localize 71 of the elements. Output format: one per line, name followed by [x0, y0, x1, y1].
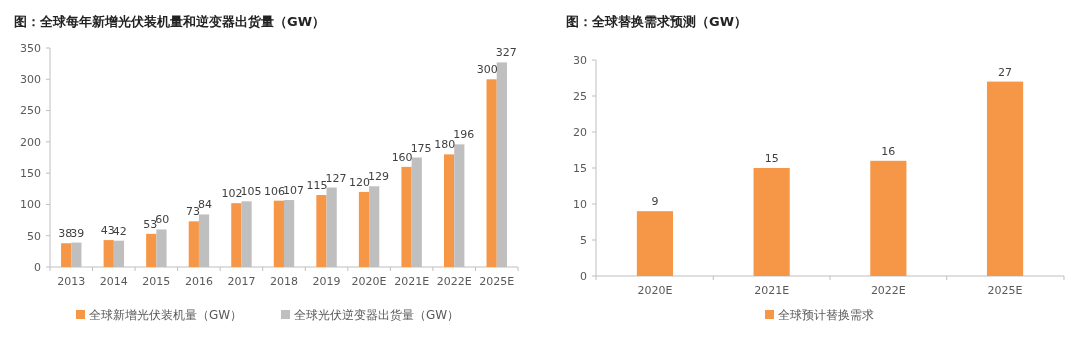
data-label: 43: [100, 224, 115, 238]
chart-title: 图：全球替换需求预测（GW）: [566, 14, 748, 29]
y-tick-label: 0: [580, 269, 587, 283]
chart-title: 图：全球每年新增光伏装机量和逆变器出货量（GW）: [14, 14, 326, 29]
data-label: 300: [476, 63, 498, 77]
y-tick-label: 150: [20, 166, 41, 180]
bar: [870, 160, 907, 276]
x-tick-label: 2014: [99, 275, 128, 288]
bar: [486, 79, 497, 267]
data-label: 9: [651, 195, 659, 209]
y-tick-label: 20: [573, 125, 587, 139]
x-tick-label: 2015: [142, 275, 171, 288]
bar: [61, 243, 72, 267]
legend-label: 全球预计替换需求: [778, 308, 874, 322]
x-tick-label: 2020E: [637, 284, 673, 297]
data-label: 39: [70, 226, 85, 240]
y-tick-label: 15: [573, 161, 587, 175]
bar: [986, 81, 1024, 276]
data-label: 180: [434, 138, 456, 152]
data-label: 127: [325, 171, 347, 185]
bar: [753, 168, 790, 276]
y-tick-label: 5: [580, 233, 587, 247]
y-tick-label: 25: [573, 89, 587, 103]
data-label: 129: [368, 170, 390, 184]
bar: [103, 240, 114, 267]
bar: [188, 221, 199, 267]
bar: [636, 211, 674, 276]
data-label: 115: [306, 179, 328, 193]
data-label: 16: [881, 144, 896, 158]
x-tick-label: 2018: [270, 275, 298, 288]
x-tick-label: 2021E: [394, 275, 430, 288]
y-tick-label: 250: [20, 104, 41, 118]
data-label: 73: [185, 205, 200, 219]
x-tick-label: 2025E: [479, 275, 515, 288]
x-tick-label: 2020E: [351, 275, 387, 288]
data-label: 120: [349, 175, 371, 189]
x-tick-label: 2016: [184, 275, 213, 288]
y-tick-label: 200: [20, 135, 41, 149]
x-tick-label: 2022E: [870, 284, 906, 297]
data-label: 102: [221, 187, 243, 201]
y-tick-label: 300: [20, 73, 41, 87]
bar: [443, 154, 455, 267]
data-label: 106: [264, 184, 285, 198]
x-tick-label: 2017: [227, 275, 256, 288]
y-tick-label: 50: [27, 229, 41, 243]
data-label: 107: [283, 184, 304, 198]
data-label: 42: [112, 224, 127, 238]
y-tick-label: 100: [20, 198, 41, 212]
bar: [401, 166, 412, 267]
bar: [146, 233, 157, 267]
x-tick-label: 2019: [312, 275, 341, 288]
data-label: 196: [453, 128, 475, 142]
data-label: 327: [495, 46, 517, 60]
bar: [231, 203, 242, 267]
bar: [316, 195, 327, 267]
x-tick-label: 2022E: [436, 275, 472, 288]
y-tick-label: 0: [34, 260, 41, 274]
legend-label: 全球光伏逆变器出货量（GW）: [294, 308, 460, 322]
x-tick-label: 2013: [57, 275, 86, 288]
y-tick-label: 10: [573, 197, 587, 211]
legend-label: 全球新增光伏装机量（GW）: [89, 308, 243, 322]
data-label: 160: [391, 150, 413, 164]
x-tick-label: 2025E: [987, 284, 1023, 297]
data-label: 15: [764, 152, 779, 165]
data-label: 27: [998, 65, 1013, 79]
data-label: 38: [58, 227, 73, 241]
x-tick-label: 2021E: [754, 284, 790, 297]
y-tick-label: 350: [20, 41, 41, 55]
bar: [358, 191, 370, 267]
bar: [273, 200, 284, 267]
y-tick-label: 30: [573, 53, 587, 67]
